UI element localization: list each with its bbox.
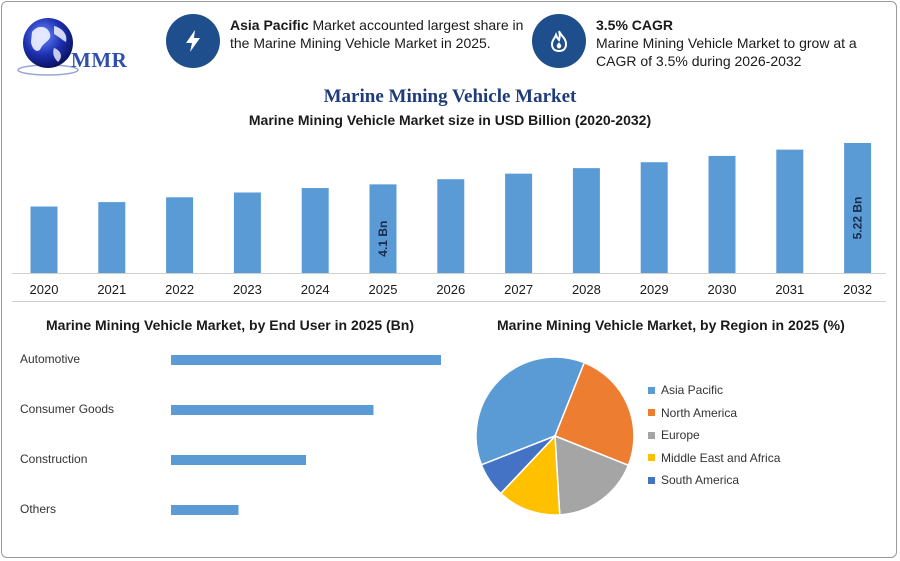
- end-user-bar: [171, 405, 374, 415]
- x-tick-label: 2030: [708, 282, 737, 297]
- legend-item: Middle East and Africa: [648, 451, 780, 465]
- end-user-bar-chart: [171, 355, 441, 515]
- end-user-bar: [171, 455, 306, 465]
- x-tick-label: 2028: [572, 282, 601, 297]
- bar-2027: [505, 173, 533, 273]
- stat-circle-2: [532, 14, 586, 68]
- legend-swatch: [648, 386, 655, 394]
- x-tick-label: 2031: [775, 282, 804, 297]
- end-user-label: Automotive: [20, 352, 81, 366]
- legend-item: North America: [648, 406, 737, 420]
- stat-body-2: Marine Mining Vehicle Market to grow at …: [596, 35, 857, 69]
- x-tick-label: 2025: [369, 282, 398, 297]
- stat-body-1: Market accounted largest share in the Ma…: [230, 17, 524, 51]
- flame-icon: [550, 30, 568, 53]
- bar-2024: [301, 188, 329, 273]
- legend-item: South America: [648, 473, 739, 487]
- bar-data-label: 4.1 Bn: [376, 221, 390, 257]
- end-user-chart-title: Marine Mining Vehicle Market, by End Use…: [46, 317, 414, 333]
- end-user-bar: [171, 505, 239, 515]
- bar-2021: [98, 202, 126, 273]
- x-tick-label: 2024: [301, 282, 330, 297]
- legend-label: South America: [661, 473, 740, 487]
- bar-2028: [572, 168, 600, 273]
- stat-bold-2: 3.5% CAGR: [596, 17, 674, 33]
- x-tick-label: 2023: [233, 282, 262, 297]
- legend-label: Asia Pacific: [661, 383, 724, 397]
- end-user-label: Construction: [20, 452, 88, 466]
- bar-chart-title: Marine Mining Vehicle Market size in USD…: [248, 112, 652, 128]
- x-tick-label: 2032: [843, 282, 872, 297]
- bar-2023: [233, 192, 261, 273]
- legend-label: Middle East and Africa: [661, 450, 781, 465]
- x-tick-label: 2021: [97, 282, 126, 297]
- legend-swatch: [648, 476, 655, 484]
- legend-label: North America: [661, 405, 738, 420]
- end-user-bar: [171, 355, 441, 365]
- region-chart-title: Marine Mining Vehicle Market, by Region …: [497, 317, 845, 333]
- x-tick-label: 2029: [640, 282, 669, 297]
- legend-item: Asia Pacific: [648, 383, 723, 397]
- x-tick-label: 2020: [30, 282, 59, 297]
- bar-2025: [369, 184, 397, 273]
- bar-2020: [30, 206, 58, 273]
- section-divider: [12, 301, 886, 302]
- stat-text-1: Asia Pacific Market accounted largest sh…: [230, 16, 525, 52]
- stat-bold-1: Asia Pacific: [230, 17, 309, 33]
- main-title: Marine Mining Vehicle Market: [323, 86, 577, 107]
- stat-circle-1: [166, 14, 220, 68]
- bar-2026: [437, 179, 465, 273]
- legend-swatch: [648, 409, 655, 416]
- bar-2029: [640, 162, 668, 273]
- stat-text-2: 3.5% CAGR Marine Mining Vehicle Market t…: [596, 16, 871, 70]
- bar-data-label: 5.22 Bn: [851, 197, 865, 240]
- x-tick-label: 2026: [436, 282, 465, 297]
- x-tick-label: 2022: [165, 282, 194, 297]
- legend-label: Europe: [661, 428, 700, 442]
- bar-2031: [776, 149, 804, 273]
- market-size-bar-chart: 2020 2021 2022 2023 2024 2025 4.1 Bn 2026 2027 20…: [12, 143, 886, 297]
- bar-2022: [166, 197, 194, 273]
- bar-2030: [708, 155, 736, 273]
- end-user-label: Consumer Goods: [20, 402, 115, 416]
- x-tick-label: 2027: [504, 282, 533, 297]
- legend-item: Europe: [648, 428, 700, 442]
- logo-text: MMR: [71, 48, 128, 72]
- globe-icon: [17, 18, 79, 76]
- legend-swatch: [648, 431, 655, 439]
- bar-2032: [844, 143, 872, 273]
- legend-swatch: [648, 454, 655, 461]
- end-user-label: Others: [20, 502, 57, 516]
- lightning-icon: [186, 30, 200, 52]
- mmr-logo: MMR: [14, 12, 138, 78]
